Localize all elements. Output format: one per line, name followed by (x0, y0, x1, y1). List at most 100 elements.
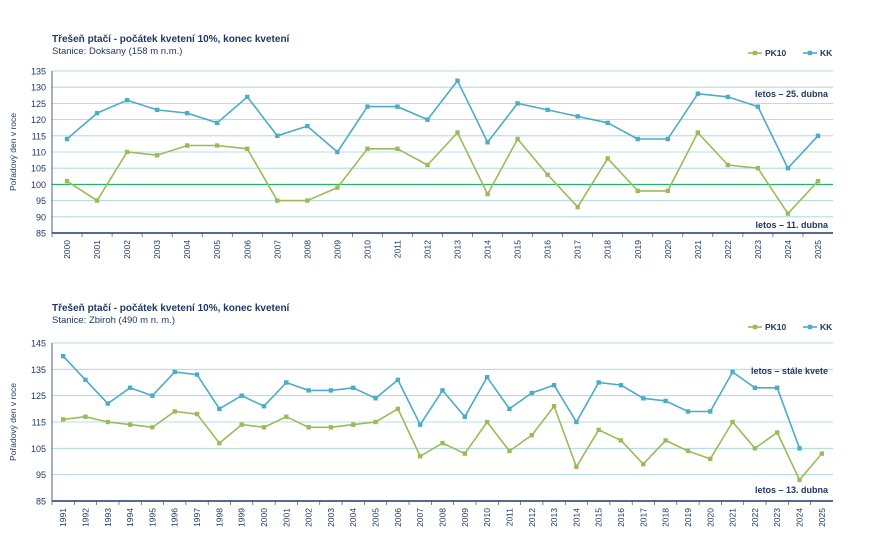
data-point-kk (596, 380, 601, 385)
x-tick-label: 2016 (543, 240, 553, 259)
x-tick-label: 1998 (214, 508, 224, 527)
chart-subtitle: Stanice: Zbiroh (490 m n. m.) (52, 315, 176, 326)
chart-zbiroh: Třešeň ptačí - počátek kvetení 10%, kone… (0, 270, 873, 554)
data-point-pk10 (618, 438, 624, 443)
data-point-pk10 (239, 422, 244, 427)
legend-label: PK10 (765, 322, 787, 332)
x-tick-label: 2020 (705, 508, 715, 527)
x-tick-label: 2003 (326, 508, 336, 527)
x-tick-label: 2008 (302, 240, 312, 259)
x-tick-label: 2000 (259, 508, 269, 527)
data-point-kk (545, 107, 550, 113)
annotation-kk: letos – stále kvete (751, 366, 828, 376)
x-tick-label: 2025 (817, 508, 827, 527)
annotation-pk10: letos – 11. dubna (755, 220, 829, 230)
data-point-pk10 (215, 143, 220, 148)
data-point-kk (373, 396, 378, 401)
x-tick-label: 2015 (513, 240, 523, 259)
legend-label: KK (820, 322, 833, 332)
data-point-pk10 (529, 432, 534, 438)
data-point-kk (641, 396, 646, 401)
data-point-pk10 (154, 153, 160, 158)
y-tick-label: 115 (32, 418, 46, 428)
data-point-pk10 (351, 422, 356, 427)
y-tick-label: 135 (31, 67, 46, 77)
data-point-kk (395, 377, 401, 383)
data-point-kk (462, 414, 468, 419)
x-tick-label: 2007 (415, 508, 425, 527)
data-point-pk10 (335, 185, 340, 190)
data-point-kk (695, 91, 701, 96)
series-line-pk10 (66, 131, 819, 215)
data-point-pk10 (605, 156, 610, 161)
x-tick-label: 2013 (453, 240, 463, 259)
data-point-kk (685, 409, 691, 414)
x-tick-label: 2023 (772, 508, 782, 527)
annotation-kk: letos – 25. dubna (755, 89, 829, 99)
y-tick-label: 110 (32, 148, 46, 158)
data-point-kk (83, 377, 88, 383)
x-tick-label: 2001 (92, 240, 102, 259)
x-tick-label: 2000 (62, 240, 72, 259)
y-axis-label: Pořadový den v roce (8, 383, 18, 461)
data-point-kk (184, 110, 190, 116)
data-point-pk10 (60, 417, 66, 422)
data-point-pk10 (755, 166, 761, 171)
data-point-kk (752, 385, 758, 390)
data-point-kk (245, 94, 250, 100)
data-point-kk (328, 388, 334, 393)
y-tick-label: 95 (36, 196, 46, 206)
data-point-kk (150, 393, 155, 398)
data-point-kk (484, 375, 490, 380)
x-tick-label: 1992 (80, 508, 90, 527)
x-tick-label: 2010 (482, 508, 492, 527)
x-tick-label: 2004 (182, 240, 192, 259)
data-point-kk (351, 385, 356, 390)
x-tick-label: 2017 (573, 240, 583, 259)
data-point-pk10 (172, 409, 177, 414)
data-point-pk10 (819, 451, 825, 456)
data-point-kk (124, 97, 130, 103)
x-tick-label: 2014 (571, 508, 581, 527)
data-point-kk (775, 385, 780, 390)
data-point-pk10 (665, 188, 670, 194)
x-tick-label: 1991 (58, 508, 68, 527)
x-tick-label: 2007 (272, 240, 282, 259)
data-point-pk10 (797, 477, 802, 483)
x-tick-label: 1996 (170, 508, 180, 527)
legend-label: KK (820, 48, 833, 58)
x-tick-label: 2006 (242, 240, 252, 259)
x-tick-label: 2011 (392, 240, 402, 259)
data-point-kk (797, 446, 802, 451)
data-point-kk (605, 120, 610, 126)
data-point-kk (127, 385, 133, 390)
x-tick-label: 2025 (813, 240, 823, 259)
data-point-pk10 (785, 211, 791, 216)
y-tick-label: 145 (31, 339, 46, 349)
data-point-pk10 (417, 454, 423, 459)
data-point-pk10 (64, 178, 70, 184)
x-tick-label: 1994 (125, 508, 135, 527)
data-point-pk10 (284, 414, 289, 419)
data-point-kk (215, 120, 220, 126)
y-tick-label: 105 (31, 444, 46, 454)
x-tick-label: 2021 (693, 240, 703, 259)
data-point-pk10 (306, 425, 311, 430)
data-point-pk10 (635, 188, 640, 194)
y-tick-label: 85 (36, 229, 46, 239)
x-tick-label: 1999 (237, 508, 247, 527)
data-point-kk (105, 401, 110, 406)
data-point-pk10 (124, 149, 130, 155)
data-point-pk10 (261, 425, 267, 430)
data-point-pk10 (685, 448, 691, 454)
x-tick-label: 2013 (549, 508, 559, 527)
chart-subtitle: Stanice: Doksany (158 m n.m.) (52, 46, 183, 57)
data-point-pk10 (245, 146, 250, 151)
y-axis-label: Pořadový den v roce (8, 113, 18, 191)
x-tick-label: 2022 (750, 508, 760, 527)
x-tick-label: 2019 (683, 508, 693, 527)
x-tick-label: 2011 (504, 508, 514, 527)
data-point-pk10 (217, 440, 222, 446)
data-point-kk (306, 388, 311, 393)
data-point-pk10 (440, 440, 445, 446)
